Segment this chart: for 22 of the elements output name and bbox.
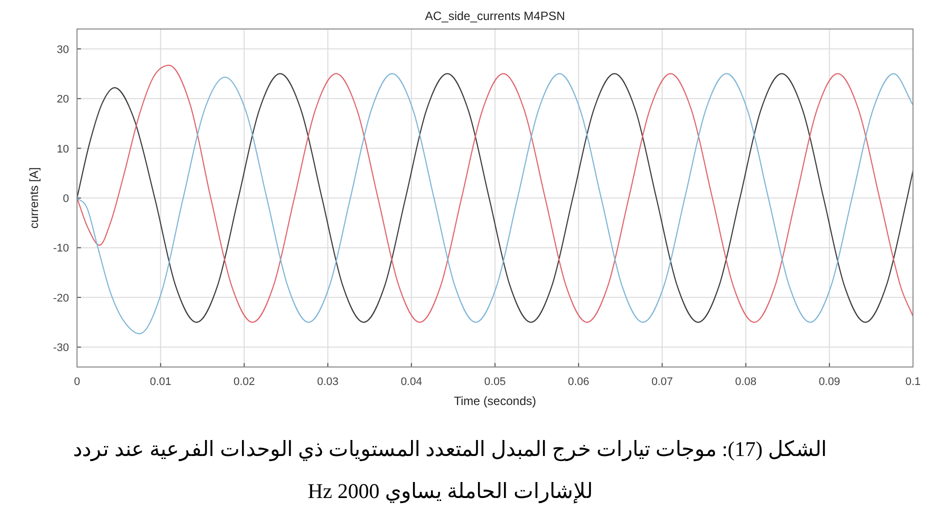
y-tick-label: 20: [56, 94, 69, 106]
text: الشكل (17): موجات تيارات خرج المبدل المتعدد المستويات ذي الوحدات الفرعية عند تردد للإشارات الحاملة يساوي 2000 Hz: [72, 436, 828, 506]
y-tick-label: -20: [53, 292, 69, 304]
y-tick-label: 0: [62, 193, 69, 205]
x-tick-label: 0.05: [484, 376, 506, 388]
x-tick-label: 0.06: [568, 376, 590, 388]
y-axis-title: currents [A]: [27, 167, 41, 229]
x-tick-label: 0.08: [735, 376, 757, 388]
x-tick-label: 0: [74, 376, 80, 388]
y-tick-label: -30: [53, 342, 69, 354]
x-tick-label: 0.07: [651, 376, 673, 388]
x-axis-title: Time (seconds): [454, 394, 536, 408]
x-tick-label: 0.01: [150, 376, 172, 388]
y-tick-label: -10: [53, 242, 69, 255]
x-tick-label: 0.04: [400, 376, 422, 388]
x-tick-label: 0.09: [818, 376, 840, 388]
chart-title: AC_side_currents M4PSN: [424, 9, 566, 23]
x-tick-label: 0.03: [317, 376, 339, 388]
y-tick-label: 30: [56, 44, 69, 56]
x-tick-label: 0.1: [905, 376, 921, 388]
y-tick-label: 10: [56, 143, 69, 156]
x-tick-label: 0.02: [233, 376, 255, 388]
